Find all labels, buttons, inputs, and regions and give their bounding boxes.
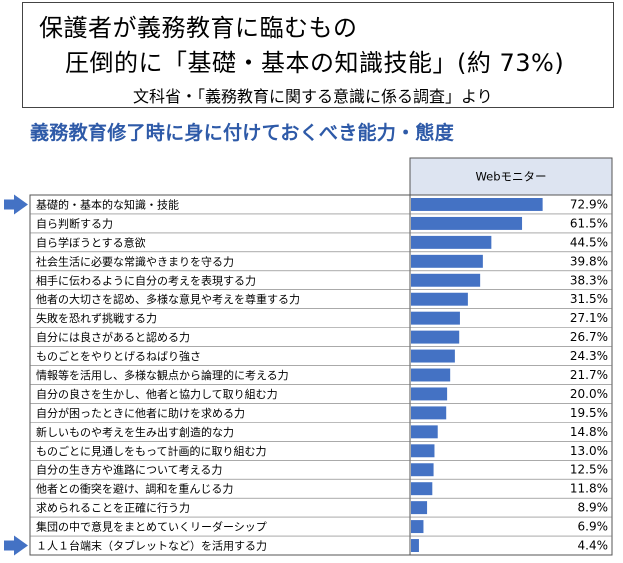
bar [411, 368, 451, 382]
highlight-arrow-icon [4, 194, 28, 215]
bar [411, 520, 424, 534]
title-line-1: 保護者が義務教育に臨むもの [39, 14, 358, 42]
value-label: 19.5% [570, 406, 608, 420]
category-label: 自分の良さを生かし、他者と協力して取り組む力 [36, 387, 278, 401]
value-label: 61.5% [570, 216, 608, 230]
bar [411, 387, 448, 401]
category-label: ものごとに見通しをもって計画的に取り組む力 [36, 444, 266, 458]
value-label: 38.3% [570, 273, 608, 287]
bar [411, 463, 434, 477]
category-label: 自分が困ったときに他者に助けを求める力 [36, 406, 245, 420]
column-header-cell [409, 157, 613, 196]
bar [411, 235, 492, 249]
value-label: 13.0% [570, 444, 608, 458]
category-label: ものごとをやりとげるねばり強さ [36, 349, 201, 363]
bar [411, 216, 523, 230]
column-header-label: Webモニター [475, 170, 546, 184]
category-label: 相手に伝わるように自分の考えを表現する力 [36, 273, 256, 287]
value-label: 4.4% [578, 539, 609, 553]
value-label: 14.8% [570, 425, 608, 439]
category-label: 新しいものや考えを生み出す創造的な力 [36, 425, 234, 439]
bar [411, 292, 468, 306]
category-label: 集団の中で意見をまとめていくリーダーシップ [36, 520, 267, 534]
category-label: 失敗を恐れず挑戦する力 [36, 311, 157, 325]
category-label: １人１台端末（タブレットなど）を活用する力 [36, 539, 267, 553]
value-label: 24.3% [570, 349, 608, 363]
bar [411, 501, 428, 515]
category-label: 求められることを正確に行う力 [36, 501, 190, 515]
value-label: 72.9% [570, 197, 608, 211]
highlight-arrow-icon [4, 535, 28, 556]
bar [411, 444, 435, 458]
category-label: 他者との衝突を避け、調和を重んじる力 [36, 482, 233, 496]
value-label: 21.7% [570, 368, 608, 382]
category-label: 他者の大切さを認め、多様な意見や考えを尊重する力 [36, 292, 300, 306]
value-label: 8.9% [578, 501, 609, 515]
bar [411, 330, 460, 344]
category-label: 社会生活に必要な常識やきまりを守る力 [36, 254, 234, 268]
value-label: 6.9% [578, 520, 609, 534]
title-source: 文科省・「義務教育に関する意識に係る調査」より [133, 87, 493, 106]
value-label: 26.7% [570, 330, 608, 344]
bar [411, 539, 419, 552]
bar [411, 198, 543, 211]
title-box: 保護者が義務教育に臨むもの 圧倒的に「基礎・基本の知識技能」(約 73%) 文科… [22, 2, 614, 108]
category-label: 自分には良さがあると認める力 [36, 330, 190, 344]
table-frame [29, 194, 613, 556]
category-label: 自ら学ぼうとする意欲 [36, 235, 146, 249]
bar [411, 425, 438, 439]
value-label: 11.8% [570, 482, 608, 496]
category-label: 基礎的・基本的な知識・技能 [36, 197, 179, 211]
value-label: 31.5% [570, 292, 608, 306]
value-label: 27.1% [570, 311, 608, 325]
chart-subtitle: 義務教育修了時に身に付けておくべき能力・態度 [30, 122, 455, 144]
value-label: 44.5% [570, 235, 608, 249]
value-label: 20.0% [570, 387, 608, 401]
title-line-2: 圧倒的に「基礎・基本の知識技能」(約 73%) [65, 49, 565, 77]
bar [411, 273, 481, 287]
value-label: 39.8% [570, 254, 608, 268]
bar [411, 311, 460, 325]
bar [411, 349, 455, 363]
category-label: 自分の生き方や進路について考える力 [36, 463, 222, 477]
value-label: 12.5% [570, 463, 608, 477]
bar [411, 254, 483, 268]
bar [411, 406, 447, 420]
bar [411, 482, 433, 496]
category-label: 情報等を活用し、多様な観点から論理的に考える力 [36, 368, 289, 382]
category-label: 自ら判断する力 [36, 216, 113, 230]
